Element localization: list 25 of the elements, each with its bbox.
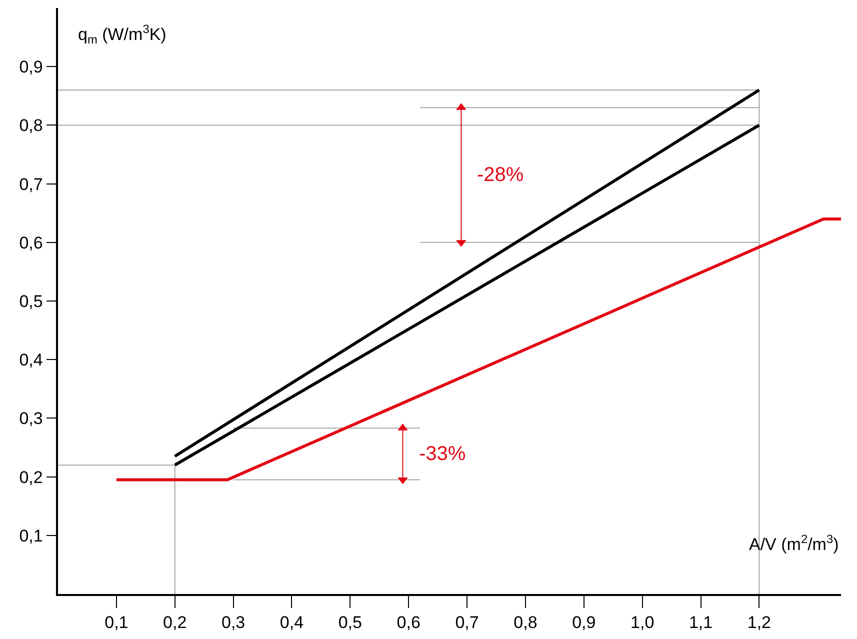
y-tick-label: 0,2 (19, 468, 43, 487)
x-tick-label: 0,1 (104, 613, 128, 632)
x-tick-label: 1,0 (630, 613, 654, 632)
x-tick-label: 0,6 (396, 613, 420, 632)
x-tick-label: 0,3 (221, 613, 246, 632)
annotation: -33% (419, 443, 466, 465)
x-axis-title: A/V (m$^{2}$/m$^{3}$) (749, 532, 839, 554)
x-tick-label: 1,2 (747, 613, 772, 632)
x-tick-label: 0,5 (338, 613, 362, 632)
y-tick-label: 0,8 (19, 116, 43, 136)
y-tick-label: 0,6 (19, 233, 43, 252)
y-axis-title: q$_{m}$ (W/m$^{3}$K) (78, 22, 166, 47)
y-tick-label: 0,7 (19, 174, 43, 194)
y-tick-label: 0,4 (19, 350, 43, 370)
y-tick-label: 0,3 (19, 409, 43, 428)
y-tick-label: 0,1 (19, 526, 43, 546)
x-tick-label: 1,1 (688, 613, 713, 632)
y-tick-label: 0,9 (19, 58, 43, 77)
x-tick-label: 0,8 (514, 613, 538, 632)
x-tick-label: 0,4 (280, 613, 304, 632)
annotation: -28% (477, 164, 524, 186)
x-tick-label: 0,9 (572, 613, 596, 632)
y-tick-label: 0,5 (19, 292, 43, 311)
x-tick-label: 0,7 (455, 613, 479, 632)
x-tick-label: 0,2 (163, 613, 187, 632)
